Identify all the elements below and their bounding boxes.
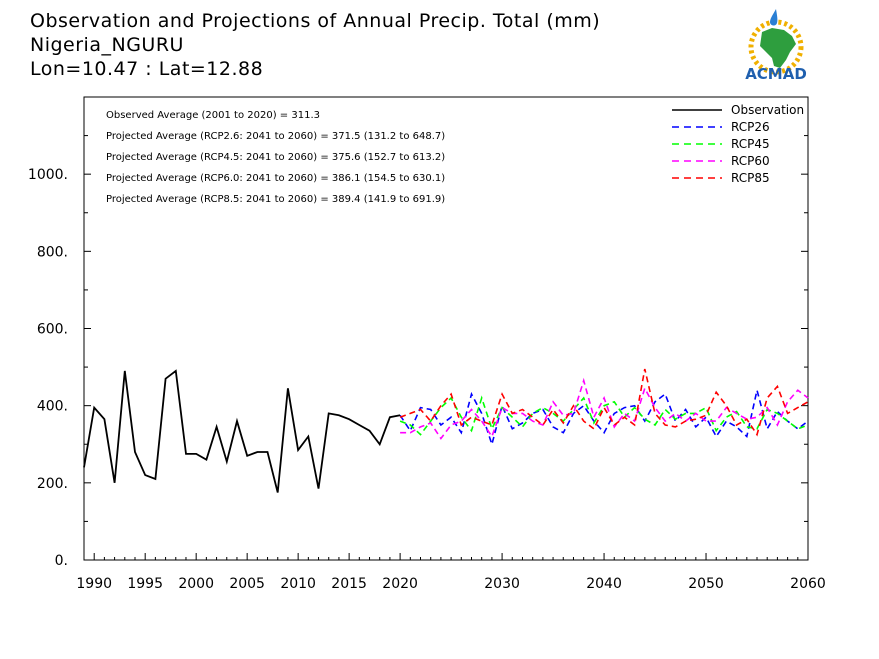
- annotation-rcp85-average: Projected Average (RCP8.5: 2041 to 2060)…: [106, 194, 445, 205]
- x-tick-label: 2000: [178, 576, 214, 592]
- acmad-logo: ACMAD: [745, 9, 807, 83]
- logo-text: ACMAD: [745, 65, 807, 83]
- x-tick-label: 2015: [331, 576, 367, 592]
- y-tick-label: 600.: [37, 322, 68, 338]
- annotations: Observed Average (2001 to 2020) = 311.3 …: [106, 110, 445, 205]
- water-drop-icon: [770, 9, 778, 26]
- y-axis: 0. 200. 400. 600. 800. 1000.: [28, 96, 808, 569]
- y-tick-label: 200.: [37, 476, 68, 492]
- y-tick-label: 0.: [55, 553, 68, 569]
- x-tick-label: 2010: [280, 576, 316, 592]
- logo-sun-ring: [748, 19, 804, 75]
- y-tick-label: 400.: [37, 399, 68, 415]
- annotation-rcp26-average: Projected Average (RCP2.6: 2041 to 2060)…: [106, 131, 445, 142]
- annotation-rcp45-average: Projected Average (RCP4.5: 2041 to 2060)…: [106, 152, 445, 163]
- annotation-observed-average: Observed Average (2001 to 2020) = 311.3: [106, 110, 320, 121]
- x-tick-label: 2060: [790, 576, 826, 592]
- series-layer: [83, 368, 809, 493]
- legend: Observation RCP26 RCP45 RCP60 RCP85: [672, 103, 804, 185]
- legend-label-observation: Observation: [731, 103, 804, 117]
- legend-label-rcp45: RCP45: [731, 137, 770, 151]
- coordinates-label: Lon=10.47 : Lat=12.88: [30, 58, 263, 80]
- x-tick-label: 2030: [484, 576, 520, 592]
- series-line-rcp26: [399, 389, 809, 448]
- x-tick-label: 2020: [382, 576, 418, 592]
- series-line-rcp85: [399, 368, 809, 437]
- x-tick-label: 1995: [127, 576, 163, 592]
- x-tick-label: 2050: [688, 576, 724, 592]
- y-tick-label: 800.: [37, 244, 68, 260]
- x-axis: 1990 1995 2000 2005 2010 2015 2020 2030 2040 2050…: [76, 553, 826, 592]
- legend-label-rcp26: RCP26: [731, 120, 770, 134]
- series-line-rcp60: [400, 377, 809, 440]
- x-tick-label: 1990: [76, 576, 112, 592]
- annotation-rcp60-average: Projected Average (RCP6.0: 2041 to 2060)…: [106, 173, 445, 184]
- y-tick-label: 1000.: [28, 167, 68, 183]
- station-name: Nigeria_NGURU: [30, 34, 184, 56]
- series-line-observation: [83, 369, 401, 493]
- chart-title: Observation and Projections of Annual Pr…: [30, 10, 600, 32]
- x-tick-label: 2040: [586, 576, 622, 592]
- x-tick-label: 2005: [229, 576, 265, 592]
- legend-label-rcp60: RCP60: [731, 154, 770, 168]
- africa-shape-icon: [760, 28, 796, 68]
- series-line-rcp45: [399, 395, 809, 436]
- legend-label-rcp85: RCP85: [731, 171, 770, 185]
